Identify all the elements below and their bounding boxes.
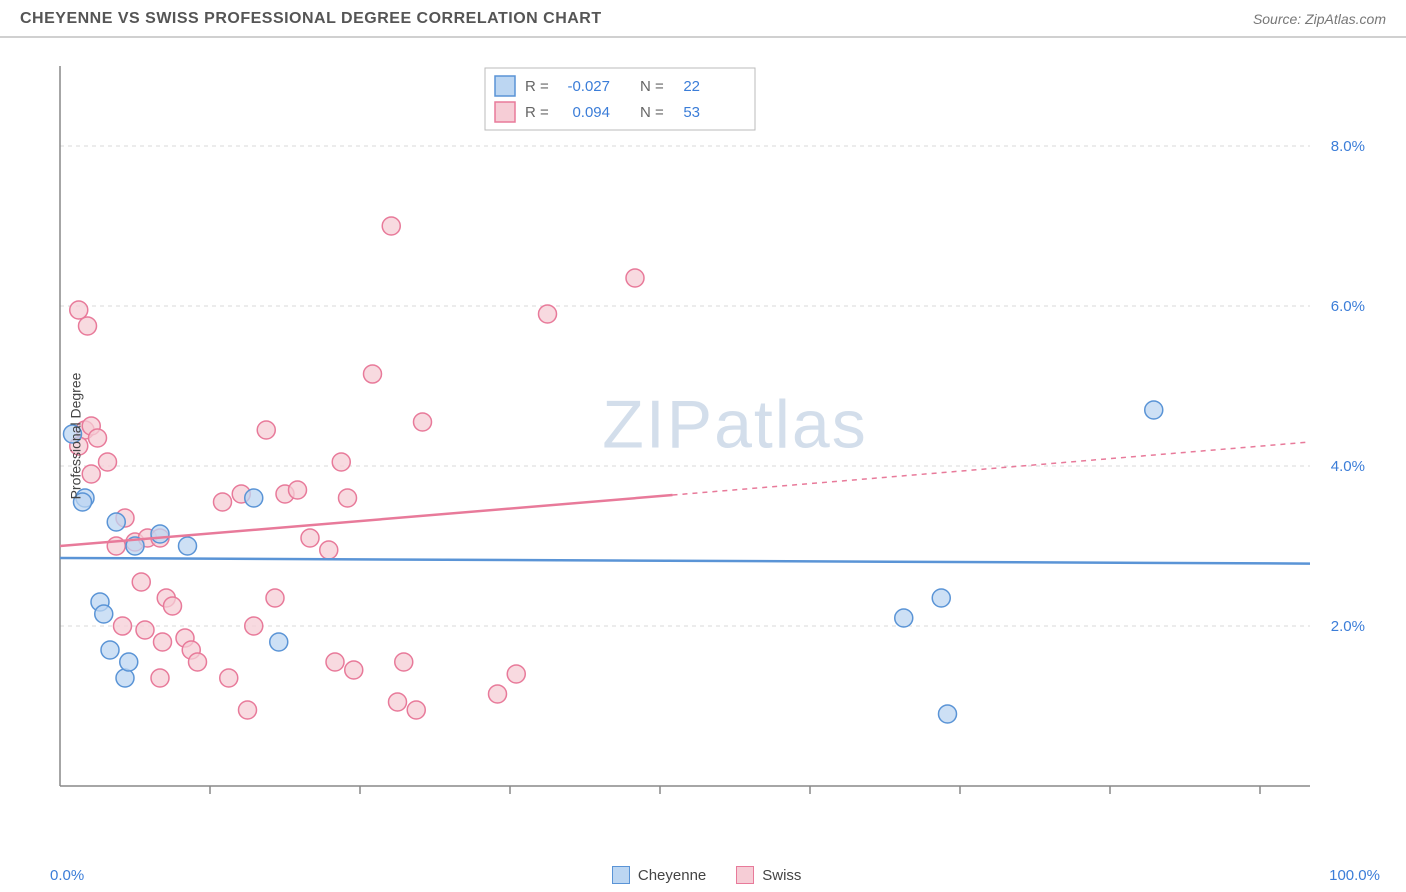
scatter-point	[257, 421, 275, 439]
y-axis-label: Professional Degree	[67, 373, 83, 500]
scatter-point	[626, 269, 644, 287]
scatter-point	[266, 589, 284, 607]
scatter-point	[326, 653, 344, 671]
chart-title: CHEYENNE VS SWISS PROFESSIONAL DEGREE CO…	[20, 10, 602, 28]
stats-n-label: N =	[640, 78, 664, 95]
plot-area: Professional Degree 2.0% 4.0% 6.0% 8.0% ZIPa…	[50, 56, 1380, 816]
scatter-point	[89, 429, 107, 447]
scatter-point	[70, 301, 88, 319]
watermark: ZIPatlas	[602, 387, 867, 463]
stats-r-label: R =	[525, 104, 549, 121]
scatter-point	[214, 493, 232, 511]
scatter-point	[82, 465, 100, 483]
scatter-point	[99, 453, 117, 471]
stats-legend-swatch	[495, 102, 515, 122]
y-tick-label: 8.0%	[1331, 138, 1365, 155]
x-axis-footer: 0.0% Cheyenne Swiss 100.0%	[50, 866, 1380, 884]
legend-label-cheyenne: Cheyenne	[638, 867, 706, 884]
scatter-chart: 2.0% 4.0% 6.0% 8.0% ZIPatlas R = -0.027 N = 22 R …	[50, 56, 1380, 816]
y-tick-label: 6.0%	[1331, 298, 1365, 315]
scatter-point	[189, 653, 207, 671]
scatter-point	[395, 653, 413, 671]
scatter-point	[289, 481, 307, 499]
stats-n-value: 22	[683, 78, 700, 95]
x-axis-max-label: 100.0%	[1329, 867, 1380, 884]
y-tick-label: 2.0%	[1331, 618, 1365, 635]
scatter-point	[895, 609, 913, 627]
scatter-point	[507, 665, 525, 683]
scatter-point	[239, 701, 257, 719]
scatter-point	[101, 641, 119, 659]
scatter-point	[151, 525, 169, 543]
legend-item-swiss: Swiss	[736, 866, 801, 884]
scatter-point	[489, 685, 507, 703]
scatter-point	[79, 317, 97, 335]
scatter-point	[939, 705, 957, 723]
scatter-point	[154, 633, 172, 651]
scatter-point	[382, 217, 400, 235]
scatter-point	[114, 617, 132, 635]
scatter-point	[136, 621, 154, 639]
scatter-point	[407, 701, 425, 719]
y-tick-label: 4.0%	[1331, 458, 1365, 475]
scatter-point	[95, 605, 113, 623]
source-label: Source: ZipAtlas.com	[1253, 11, 1386, 27]
scatter-point	[301, 529, 319, 547]
legend-swatch-swiss	[736, 866, 754, 884]
scatter-point	[364, 365, 382, 383]
scatter-point	[332, 453, 350, 471]
stats-n-value: 53	[683, 104, 700, 121]
scatter-point	[932, 589, 950, 607]
trend-line	[60, 558, 1310, 564]
stats-n-label: N =	[640, 104, 664, 121]
scatter-point	[320, 541, 338, 559]
scatter-point	[339, 489, 357, 507]
legend-label-swiss: Swiss	[762, 867, 801, 884]
scatter-point	[245, 617, 263, 635]
scatter-point	[1145, 401, 1163, 419]
scatter-point	[345, 661, 363, 679]
trend-line	[60, 495, 673, 546]
scatter-point	[132, 573, 150, 591]
stats-r-value: -0.027	[567, 78, 610, 95]
chart-header: CHEYENNE VS SWISS PROFESSIONAL DEGREE CO…	[0, 0, 1406, 38]
scatter-point	[179, 537, 197, 555]
scatter-point	[220, 669, 238, 687]
scatter-point	[164, 597, 182, 615]
stats-legend-swatch	[495, 76, 515, 96]
scatter-point	[414, 413, 432, 431]
scatter-point	[270, 633, 288, 651]
scatter-point	[151, 669, 169, 687]
scatter-point	[389, 693, 407, 711]
series-legend: Cheyenne Swiss	[612, 866, 802, 884]
scatter-point	[539, 305, 557, 323]
x-axis-min-label: 0.0%	[50, 867, 84, 884]
legend-item-cheyenne: Cheyenne	[612, 866, 706, 884]
legend-swatch-cheyenne	[612, 866, 630, 884]
stats-r-value: 0.094	[572, 104, 610, 121]
scatter-point	[116, 669, 134, 687]
stats-r-label: R =	[525, 78, 549, 95]
scatter-point	[107, 513, 125, 531]
scatter-point	[245, 489, 263, 507]
scatter-point	[120, 653, 138, 671]
